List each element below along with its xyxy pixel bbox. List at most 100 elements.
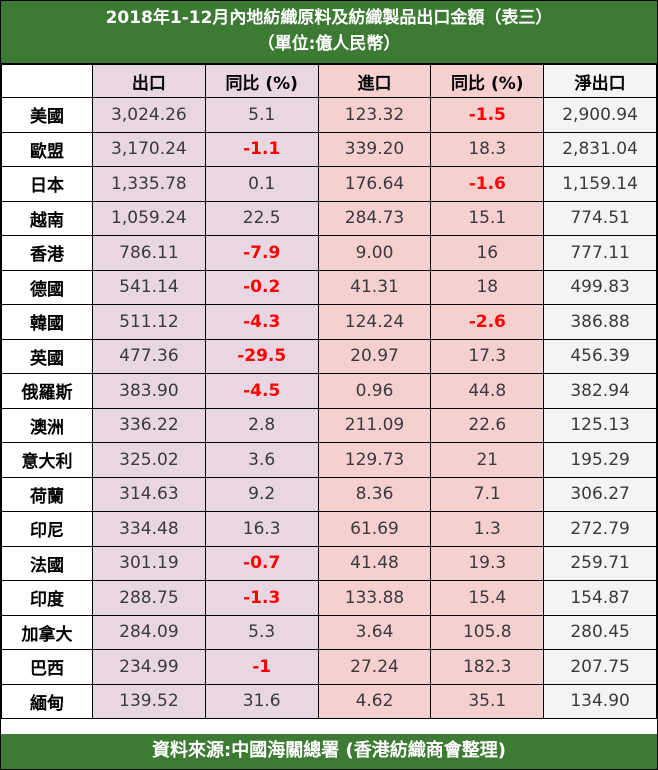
import-yoy-cell: 35.1 bbox=[430, 683, 545, 719]
net-export-cell: 134.90 bbox=[543, 683, 657, 719]
import-yoy-cell: -1.5 bbox=[430, 97, 545, 133]
table-row: 澳洲 336.22 2.8 211.09 22.6 125.13 bbox=[1, 407, 657, 443]
export-cell: 1,059.24 bbox=[92, 200, 206, 236]
export-cell: 477.36 bbox=[92, 338, 206, 374]
import-yoy-cell: 15.1 bbox=[430, 200, 545, 236]
country-cell: 緬甸 bbox=[1, 683, 93, 719]
import-cell: 123.32 bbox=[317, 97, 432, 133]
country-cell: 意大利 bbox=[1, 442, 93, 478]
export-cell: 3,024.26 bbox=[92, 97, 206, 133]
header-country bbox=[1, 64, 93, 98]
export-yoy-cell: 5.3 bbox=[204, 614, 319, 650]
table-row: 俄羅斯 383.90 -4.5 0.96 44.8 382.94 bbox=[1, 373, 657, 409]
export-yoy-cell: -1 bbox=[204, 649, 319, 685]
export-cell: 284.09 bbox=[92, 614, 206, 650]
country-cell: 越南 bbox=[1, 200, 93, 236]
net-export-cell: 456.39 bbox=[543, 338, 657, 374]
table-row: 意大利 325.02 3.6 129.73 21 195.29 bbox=[1, 442, 657, 478]
header-export: 出口 bbox=[92, 64, 206, 98]
export-yoy-cell: 3.6 bbox=[204, 442, 319, 478]
import-cell: 27.24 bbox=[317, 649, 432, 685]
unit-subtitle: （單位:億人民幣） bbox=[257, 34, 401, 54]
export-cell: 234.99 bbox=[92, 649, 206, 685]
import-yoy-cell: 21 bbox=[430, 442, 545, 478]
import-yoy-cell: 1.3 bbox=[430, 511, 545, 547]
country-cell: 英國 bbox=[1, 338, 93, 374]
export-cell: 301.19 bbox=[92, 545, 206, 581]
export-yoy-cell: 5.1 bbox=[204, 97, 319, 133]
table-row: 法國 301.19 -0.7 41.48 19.3 259.71 bbox=[1, 545, 657, 581]
country-cell: 韓國 bbox=[1, 304, 93, 340]
import-cell: 211.09 bbox=[317, 407, 432, 443]
import-cell: 124.24 bbox=[317, 304, 432, 340]
table-row: 德國 541.14 -0.2 41.31 18 499.83 bbox=[1, 269, 657, 305]
country-cell: 俄羅斯 bbox=[1, 373, 93, 409]
net-export-cell: 195.29 bbox=[543, 442, 657, 478]
country-cell: 印度 bbox=[1, 580, 93, 616]
table-row: 加拿大 284.09 5.3 3.64 105.8 280.45 bbox=[1, 614, 657, 650]
table-row: 美國 3,024.26 5.1 123.32 -1.5 2,900.94 bbox=[1, 97, 657, 133]
import-yoy-cell: 22.6 bbox=[430, 407, 545, 443]
net-export-cell: 272.79 bbox=[543, 511, 657, 547]
net-export-cell: 777.11 bbox=[543, 235, 657, 271]
export-yoy-cell: -7.9 bbox=[204, 235, 319, 271]
trade-table: 出口 同比 (%) 進口 同比 (%) 淨出口 美國 3,024.26 5.1 123… bbox=[1, 64, 657, 719]
header-row: 出口 同比 (%) 進口 同比 (%) 淨出口 bbox=[1, 64, 657, 98]
net-export-cell: 280.45 bbox=[543, 614, 657, 650]
country-cell: 法國 bbox=[1, 545, 93, 581]
import-yoy-cell: -2.6 bbox=[430, 304, 545, 340]
export-cell: 511.12 bbox=[92, 304, 206, 340]
net-export-cell: 259.71 bbox=[543, 545, 657, 581]
table-row: 印度 288.75 -1.3 133.88 15.4 154.87 bbox=[1, 580, 657, 616]
table-body: 美國 3,024.26 5.1 123.32 -1.5 2,900.94 歐盟 3,170.2… bbox=[1, 97, 657, 719]
import-yoy-cell: 182.3 bbox=[430, 649, 545, 685]
import-cell: 0.96 bbox=[317, 373, 432, 409]
country-cell: 澳洲 bbox=[1, 407, 93, 443]
import-cell: 20.97 bbox=[317, 338, 432, 374]
table-row: 日本 1,335.78 0.1 176.64 -1.6 1,159.14 bbox=[1, 166, 657, 202]
net-export-cell: 207.75 bbox=[543, 649, 657, 685]
import-cell: 129.73 bbox=[317, 442, 432, 478]
table-row: 巴西 234.99 -1 27.24 182.3 207.75 bbox=[1, 649, 657, 685]
import-yoy-cell: 19.3 bbox=[430, 545, 545, 581]
country-cell: 日本 bbox=[1, 166, 93, 202]
import-cell: 4.62 bbox=[317, 683, 432, 719]
source-note: 資料來源:中國海關總署 (香港紡織商會整理) bbox=[152, 740, 506, 761]
import-yoy-cell: 15.4 bbox=[430, 580, 545, 616]
export-cell: 383.90 bbox=[92, 373, 206, 409]
export-cell: 288.75 bbox=[92, 580, 206, 616]
header-import-yoy: 同比 (%) bbox=[430, 64, 545, 98]
import-cell: 61.69 bbox=[317, 511, 432, 547]
import-yoy-cell: 7.1 bbox=[430, 476, 545, 512]
header-import: 進口 bbox=[317, 64, 432, 98]
import-yoy-cell: 105.8 bbox=[430, 614, 545, 650]
country-cell: 荷蘭 bbox=[1, 476, 93, 512]
import-yoy-cell: 17.3 bbox=[430, 338, 545, 374]
import-yoy-cell: 44.8 bbox=[430, 373, 545, 409]
table-row: 英國 477.36 -29.5 20.97 17.3 456.39 bbox=[1, 338, 657, 374]
table-row: 越南 1,059.24 22.5 284.73 15.1 774.51 bbox=[1, 200, 657, 236]
table-row: 荷蘭 314.63 9.2 8.36 7.1 306.27 bbox=[1, 476, 657, 512]
export-cell: 139.52 bbox=[92, 683, 206, 719]
export-yoy-cell: -1.3 bbox=[204, 580, 319, 616]
export-cell: 786.11 bbox=[92, 235, 206, 271]
export-cell: 334.48 bbox=[92, 511, 206, 547]
import-cell: 41.31 bbox=[317, 269, 432, 305]
net-export-cell: 1,159.14 bbox=[543, 166, 657, 202]
export-cell: 3,170.24 bbox=[92, 131, 206, 167]
export-yoy-cell: 31.6 bbox=[204, 683, 319, 719]
net-export-cell: 382.94 bbox=[543, 373, 657, 409]
country-cell: 美國 bbox=[1, 97, 93, 133]
country-cell: 德國 bbox=[1, 269, 93, 305]
country-cell: 巴西 bbox=[1, 649, 93, 685]
import-cell: 176.64 bbox=[317, 166, 432, 202]
header-export-yoy: 同比 (%) bbox=[204, 64, 319, 98]
table-title: 2018年1-12月內地紡織原料及紡織製品出口金額（表三） bbox=[105, 8, 553, 28]
country-cell: 印尼 bbox=[1, 511, 93, 547]
table-row: 印尼 334.48 16.3 61.69 1.3 272.79 bbox=[1, 511, 657, 547]
export-yoy-cell: 22.5 bbox=[204, 200, 319, 236]
export-cell: 325.02 bbox=[92, 442, 206, 478]
title-banner: 2018年1-12月內地紡織原料及紡織製品出口金額（表三） （單位:億人民幣） bbox=[1, 1, 657, 64]
country-cell: 香港 bbox=[1, 235, 93, 271]
import-yoy-cell: -1.6 bbox=[430, 166, 545, 202]
